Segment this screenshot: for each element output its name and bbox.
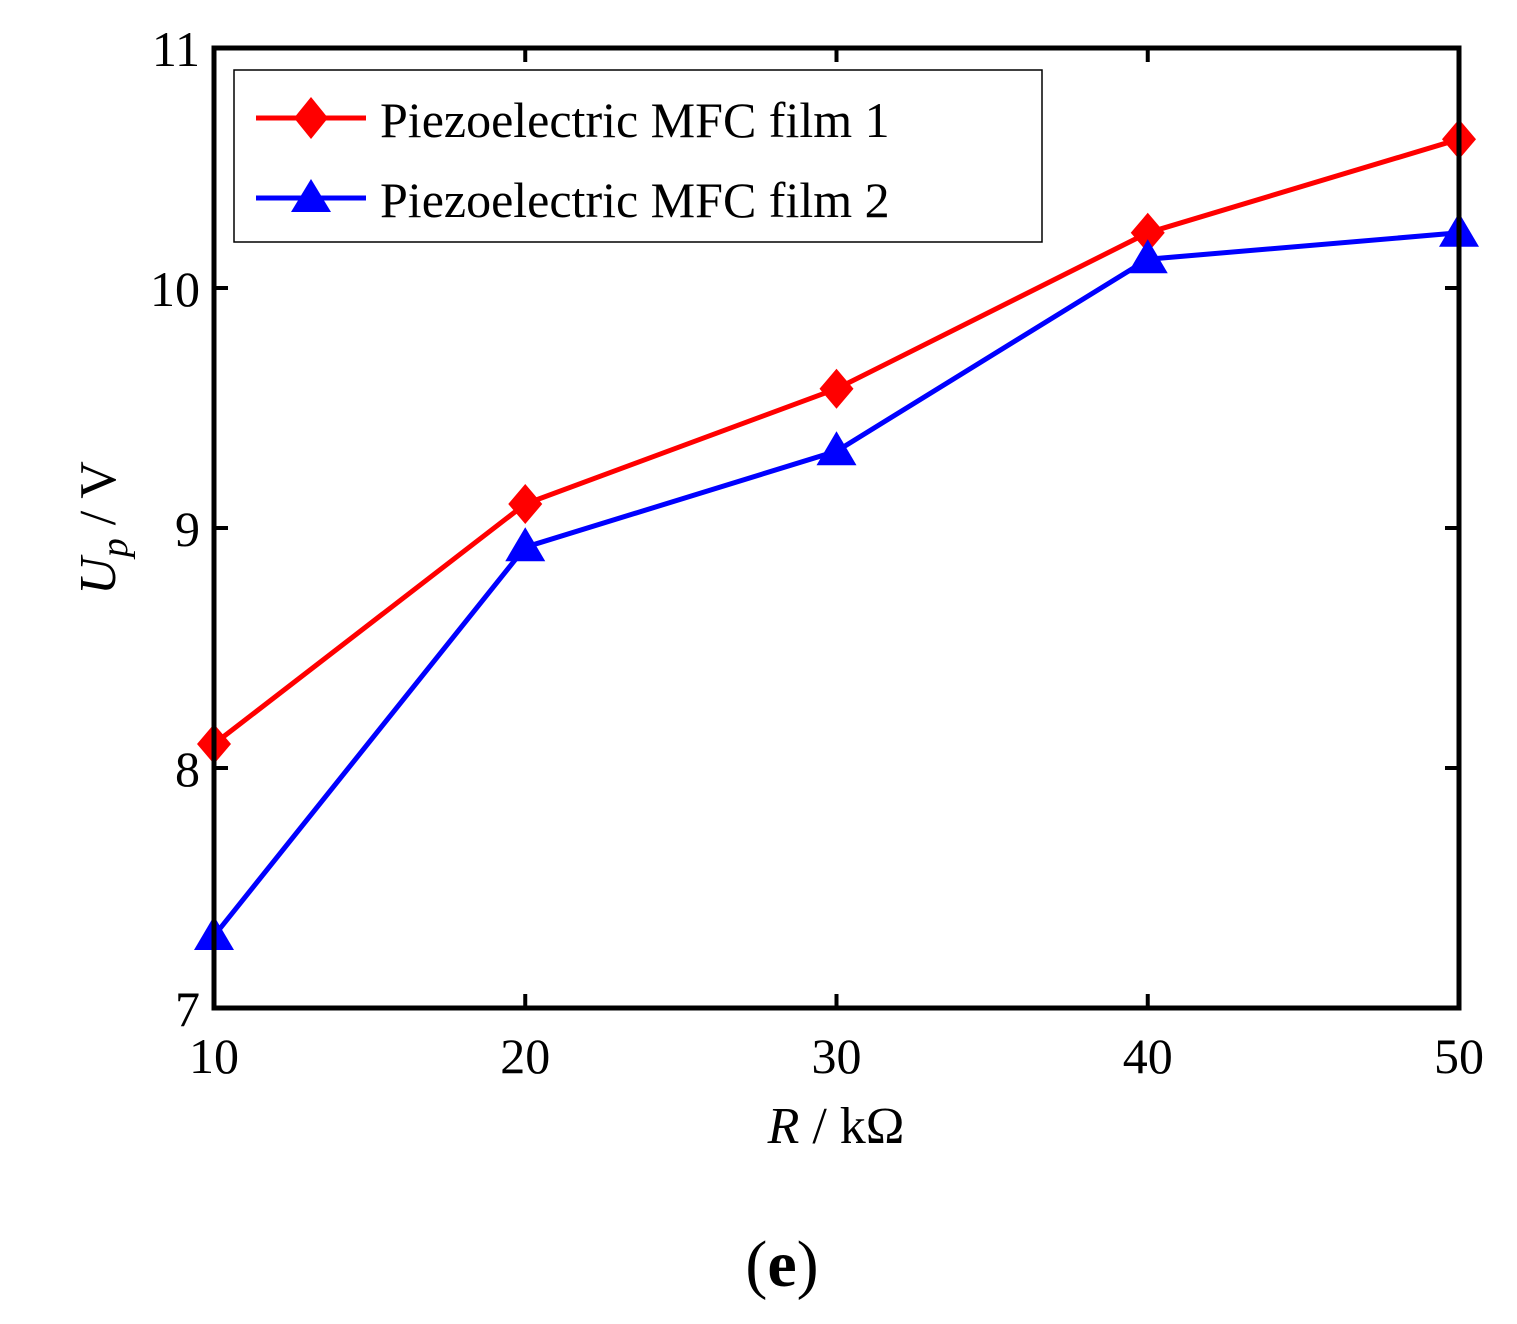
legend-marker-diamond (294, 97, 328, 139)
series-line-2 (212, 230, 1460, 938)
data-point-series-1-3 (819, 368, 854, 409)
legend-box (233, 69, 1043, 243)
data-point-series-2-2 (505, 527, 546, 562)
y-axis-symbol: U (70, 554, 127, 595)
legend-label-series-2: Piezoelectric MFC film 2 (380, 172, 890, 228)
x-tick-label: 20 (500, 1028, 550, 1084)
x-tick-label: 50 (1434, 1028, 1484, 1084)
x-axis-label: R / kΩ (767, 1098, 905, 1155)
x-axis-unit: / kΩ (799, 1098, 904, 1155)
x-tick-label: 10 (189, 1028, 239, 1084)
y-tick-label: 8 (175, 741, 200, 797)
x-tick-label: 40 (1123, 1028, 1173, 1084)
data-point-series-1-2 (508, 484, 543, 524)
series-layer (194, 119, 1479, 950)
y-axis-subscript: p (94, 538, 136, 560)
x-axis-symbol: R (767, 1098, 800, 1155)
y-axis-unit: / V (70, 461, 127, 538)
y-tick-label: 9 (175, 501, 200, 557)
y-tick-label: 11 (152, 21, 200, 77)
y-axis-label: Up / V (70, 461, 136, 595)
legend-label-series-1: Piezoelectric MFC film 1 (380, 92, 890, 148)
ticks-layer (212, 46, 1461, 1010)
y-tick-label: 7 (175, 981, 200, 1037)
tick-labels: 10 20 30 40 50 7 8 9 10 11 (150, 21, 1484, 1084)
legend-marker-triangle (291, 179, 331, 212)
data-point-series-2-4 (1127, 239, 1168, 274)
data-point-series-1-4 (1130, 212, 1165, 253)
panel-label-open: ( (745, 1228, 767, 1301)
panel-label-close: ) (797, 1228, 819, 1301)
legend: Piezoelectric MFC film 1 Piezoelectric M… (233, 69, 1043, 243)
panel-label-letter: e (767, 1228, 796, 1301)
panel-label: (e) (745, 1228, 818, 1301)
y-tick-label: 10 (150, 261, 200, 317)
x-tick-label: 30 (812, 1028, 862, 1084)
data-point-series-2-3 (816, 431, 857, 466)
